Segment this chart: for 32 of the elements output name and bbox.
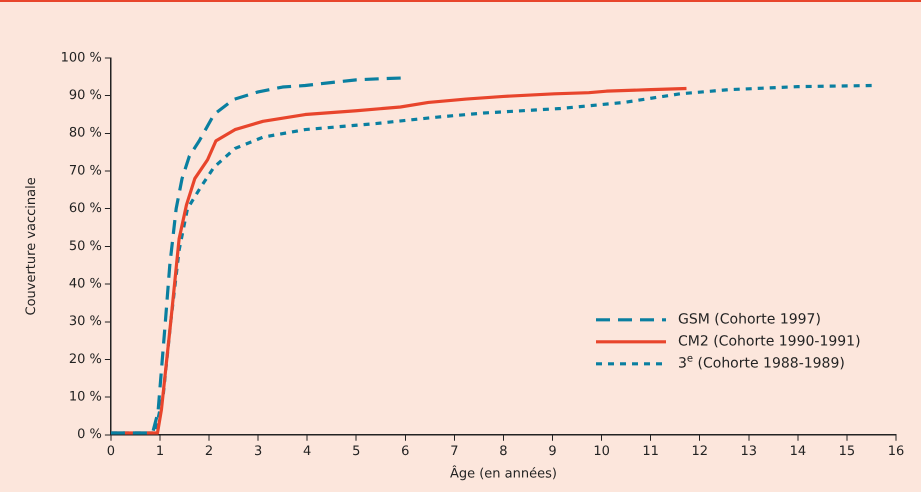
x-tick-label: 5 [352,444,360,459]
x-tick-label: 7 [450,444,459,459]
y-tick-label: 70 % [68,163,102,178]
x-tick-label: 15 [838,444,856,459]
x-axis-title: Âge (en années) [450,464,557,482]
x-tick-label: 3 [254,444,262,459]
y-tick-label: 20 % [68,352,102,367]
y-tick-label: 0 % [77,427,102,442]
x-tick-label: 8 [499,444,508,459]
x-tick-label: 12 [691,444,708,459]
y-tick-label: 90 % [68,88,102,104]
x-tick-label: 13 [740,444,758,459]
x-tick-label: 9 [548,444,557,459]
y-tick-label: 50 % [68,238,102,254]
x-tick-label: 0 [106,444,116,459]
y-axis-title: Couverture vaccinale [24,177,40,316]
x-tick-label: 4 [303,444,312,459]
x-tick-label: 16 [888,444,904,459]
y-tick-label: 30 % [68,314,102,330]
legend-label: GSM (Cohorte 1997) [678,311,821,328]
y-tick-label: 40 % [68,276,102,292]
y-tick-label: 100 % [60,50,102,66]
x-tick-label: 11 [642,444,659,459]
y-tick-label: 10 % [68,389,102,404]
x-tick-label: 1 [156,444,164,459]
y-tick-label: 80 % [68,126,102,141]
x-tick-label: 10 [593,444,610,459]
x-tick-label: 14 [790,444,806,459]
x-tick-label: 6 [401,444,410,459]
x-tick-label: 2 [204,444,214,459]
legend-label: CM2 (Cohorte 1990-1991) [678,333,861,350]
y-tick-label: 60 % [68,201,102,216]
